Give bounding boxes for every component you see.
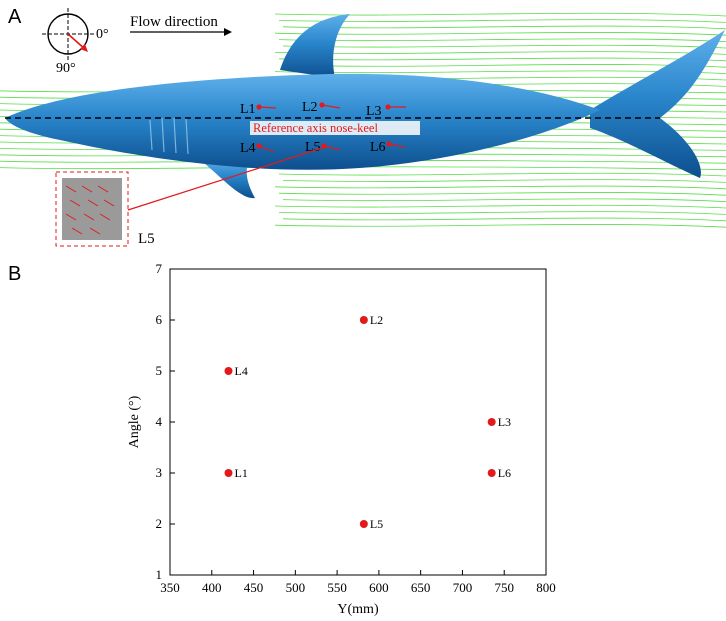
data-point-l1 bbox=[224, 469, 233, 477]
data-point-l3 bbox=[487, 418, 496, 426]
location-label-l4: L4 bbox=[240, 141, 256, 156]
streamline bbox=[282, 217, 726, 222]
shark-illustration: 0° 90° Flow direction Reference axis nos… bbox=[0, 8, 726, 247]
x-tick-label: 800 bbox=[536, 580, 556, 595]
streamline bbox=[274, 204, 726, 209]
denticle-micrograph bbox=[62, 178, 122, 240]
y-tick-label: 6 bbox=[156, 312, 163, 327]
streamline bbox=[274, 185, 726, 190]
location-label-l5: L5 bbox=[305, 140, 321, 155]
data-point-l6 bbox=[487, 469, 496, 477]
arrow-head-icon bbox=[224, 28, 232, 36]
streamline bbox=[278, 19, 726, 23]
streamline bbox=[274, 32, 726, 36]
panel-b-label: B bbox=[8, 263, 22, 285]
y-axis-label: Angle (°) bbox=[127, 395, 142, 448]
data-point-l4 bbox=[224, 367, 233, 375]
streamline bbox=[282, 64, 726, 68]
x-tick-label: 350 bbox=[160, 580, 180, 595]
angle-0-label: 0° bbox=[96, 27, 109, 42]
y-tick-label: 4 bbox=[156, 414, 163, 429]
gill-slit bbox=[185, 117, 189, 155]
x-axis-label: Y(mm) bbox=[337, 602, 379, 617]
data-label-l1: L1 bbox=[234, 466, 247, 480]
data-label-l3: L3 bbox=[498, 415, 511, 429]
scatter-chart: 350 400 450 500 550 600 650 700 750 800 1 2 3 4 5 6 7 L… bbox=[127, 261, 556, 617]
streamline bbox=[274, 224, 726, 228]
location-markers: L1 L2 L3 L4 L5 L6 bbox=[240, 100, 406, 156]
location-label-l3: L3 bbox=[366, 104, 382, 119]
reference-axis-label: Reference axis nose-keel bbox=[253, 121, 378, 135]
x-tick-label: 650 bbox=[411, 580, 431, 595]
tail-fin bbox=[590, 30, 725, 178]
streamline bbox=[274, 51, 726, 55]
streamline bbox=[278, 38, 726, 42]
gill-slit bbox=[173, 117, 177, 154]
x-tick-label: 600 bbox=[369, 580, 389, 595]
panel-a-label: A bbox=[8, 6, 22, 28]
location-label-l1: L1 bbox=[240, 102, 256, 117]
streamline bbox=[278, 57, 726, 62]
data-label-l5: L5 bbox=[370, 517, 383, 531]
x-tick-label: 450 bbox=[244, 580, 264, 595]
y-tick-label: 5 bbox=[156, 363, 163, 378]
angle-compass-icon bbox=[42, 8, 94, 60]
location-label-l2: L2 bbox=[302, 100, 318, 115]
inset-leader-line bbox=[127, 147, 323, 211]
y-tick-label: 7 bbox=[156, 261, 163, 276]
x-tick-label: 550 bbox=[327, 580, 347, 595]
streamline bbox=[282, 198, 726, 202]
x-tick-label: 750 bbox=[494, 580, 514, 595]
x-tick-label: 400 bbox=[202, 580, 222, 595]
denticle-direction-marks bbox=[65, 185, 115, 235]
inset-label: L5 bbox=[138, 231, 155, 247]
data-label-l6: L6 bbox=[498, 466, 511, 480]
streamline bbox=[282, 25, 726, 30]
angle-90-label: 90° bbox=[56, 61, 76, 76]
streamline bbox=[278, 192, 726, 196]
dorsal-fin bbox=[280, 14, 350, 78]
panel-a-shark-flow-figure: A bbox=[0, 0, 726, 250]
gill-slit bbox=[161, 117, 165, 153]
plot-area bbox=[169, 268, 547, 576]
gill-slit bbox=[149, 119, 153, 151]
data-point-l2 bbox=[359, 316, 368, 324]
y-tick-label: 2 bbox=[156, 516, 163, 531]
x-tick-label: 500 bbox=[286, 580, 306, 595]
y-tick-label: 1 bbox=[156, 567, 163, 582]
streamline bbox=[278, 211, 726, 215]
location-label-l6: L6 bbox=[370, 140, 386, 155]
streamline bbox=[274, 12, 726, 17]
x-tick-label: 700 bbox=[453, 580, 473, 595]
streamline bbox=[278, 172, 726, 177]
flow-direction-label: Flow direction bbox=[130, 14, 218, 30]
streamline bbox=[282, 44, 726, 49]
x-axis-ticks: 350 400 450 500 550 600 650 700 750 800 bbox=[160, 570, 556, 595]
data-label-l4: L4 bbox=[234, 364, 247, 378]
data-point-l5 bbox=[359, 520, 368, 528]
y-tick-label: 3 bbox=[156, 465, 163, 480]
shark-body bbox=[5, 14, 725, 199]
streamline bbox=[282, 179, 726, 183]
data-points: L1 L2 L3 L4 L5 L6 bbox=[224, 313, 511, 531]
y-axis-ticks: 1 2 3 4 5 6 7 bbox=[156, 261, 175, 582]
data-label-l2: L2 bbox=[370, 313, 383, 327]
